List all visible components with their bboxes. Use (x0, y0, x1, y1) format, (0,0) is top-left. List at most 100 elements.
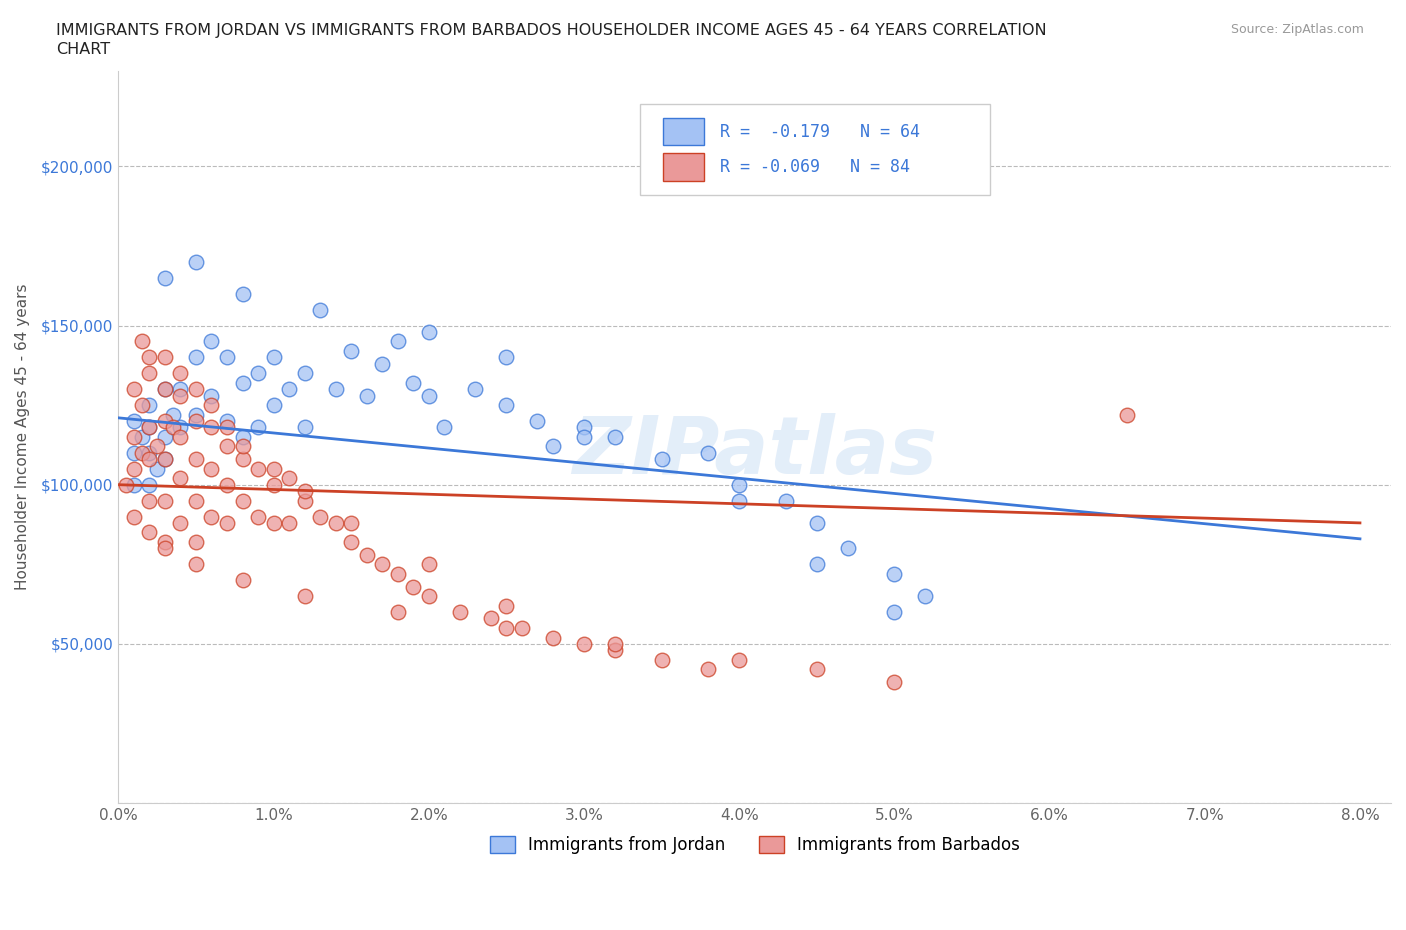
Point (526, 414, 548, 429)
Point (325, 515, 347, 530)
Point (263, 461, 285, 476)
Point (402, 376, 425, 391)
Bar (664, 118, 704, 145)
Point (603, 643, 626, 658)
Point (169, 515, 191, 530)
Point (122, 381, 145, 396)
Point (356, 547, 378, 562)
Text: Source: ZipAtlas.com: Source: ZipAtlas.com (1230, 23, 1364, 36)
Point (418, 325, 440, 339)
Point (371, 557, 394, 572)
Point (449, 604, 471, 619)
Point (200, 398, 222, 413)
Point (278, 381, 301, 396)
Point (464, 381, 486, 396)
Point (495, 398, 517, 413)
Point (263, 515, 285, 530)
Text: ZIPatlas: ZIPatlas (572, 413, 938, 491)
Point (325, 381, 347, 396)
Point (247, 461, 270, 476)
Point (169, 471, 191, 485)
Point (340, 515, 363, 530)
Point (294, 365, 316, 380)
Text: R =  -0.179   N = 64: R = -0.179 N = 64 (720, 123, 921, 140)
Point (200, 388, 222, 403)
Point (184, 493, 207, 508)
Point (169, 388, 191, 403)
Point (200, 461, 222, 476)
Point (418, 388, 440, 403)
Point (340, 535, 363, 550)
Point (806, 557, 828, 572)
Point (541, 439, 564, 454)
Point (495, 598, 517, 613)
Point (131, 398, 153, 413)
Point (775, 493, 797, 508)
Point (883, 674, 905, 689)
Point (309, 302, 332, 317)
Point (231, 573, 253, 588)
Point (728, 477, 751, 492)
Point (231, 452, 253, 467)
Point (231, 439, 253, 454)
Point (806, 515, 828, 530)
Point (200, 334, 222, 349)
Point (122, 445, 145, 460)
Point (294, 420, 316, 435)
Point (122, 430, 145, 445)
Point (138, 525, 160, 540)
Point (138, 493, 160, 508)
Point (153, 452, 176, 467)
Point (153, 414, 176, 429)
Point (728, 652, 751, 667)
Point (184, 535, 207, 550)
Point (184, 557, 207, 572)
Point (603, 430, 626, 445)
Point (146, 461, 169, 476)
Point (231, 286, 253, 301)
Point (387, 334, 409, 349)
Point (131, 430, 153, 445)
Point (169, 381, 191, 396)
Point (162, 420, 184, 435)
Point (697, 662, 720, 677)
Point (697, 445, 720, 460)
Point (215, 477, 238, 492)
Point (247, 420, 270, 435)
Point (603, 636, 626, 651)
Point (122, 414, 145, 429)
Point (153, 430, 176, 445)
Point (122, 509, 145, 524)
Point (184, 255, 207, 270)
Legend: Immigrants from Jordan, Immigrants from Barbados: Immigrants from Jordan, Immigrants from … (482, 830, 1026, 860)
Point (184, 414, 207, 429)
Point (263, 350, 285, 365)
Point (247, 509, 270, 524)
Point (309, 509, 332, 524)
Point (479, 611, 502, 626)
Point (184, 407, 207, 422)
Point (402, 579, 425, 594)
Point (247, 365, 270, 380)
Point (122, 461, 145, 476)
Point (153, 350, 176, 365)
Text: IMMIGRANTS FROM JORDAN VS IMMIGRANTS FROM BARBADOS HOUSEHOLDER INCOME AGES 45 - : IMMIGRANTS FROM JORDAN VS IMMIGRANTS FRO… (56, 23, 1047, 38)
Point (153, 381, 176, 396)
Y-axis label: Householder Income Ages 45 - 64 years: Householder Income Ages 45 - 64 years (15, 284, 30, 591)
Point (231, 376, 253, 391)
Point (418, 557, 440, 572)
Point (728, 493, 751, 508)
Point (153, 541, 176, 556)
Point (883, 566, 905, 581)
Point (806, 662, 828, 677)
Point (122, 477, 145, 492)
Point (883, 604, 905, 619)
Point (138, 452, 160, 467)
Point (572, 420, 595, 435)
Point (371, 356, 394, 371)
Point (651, 652, 673, 667)
Point (495, 620, 517, 635)
Point (356, 388, 378, 403)
Point (162, 407, 184, 422)
Point (200, 420, 222, 435)
